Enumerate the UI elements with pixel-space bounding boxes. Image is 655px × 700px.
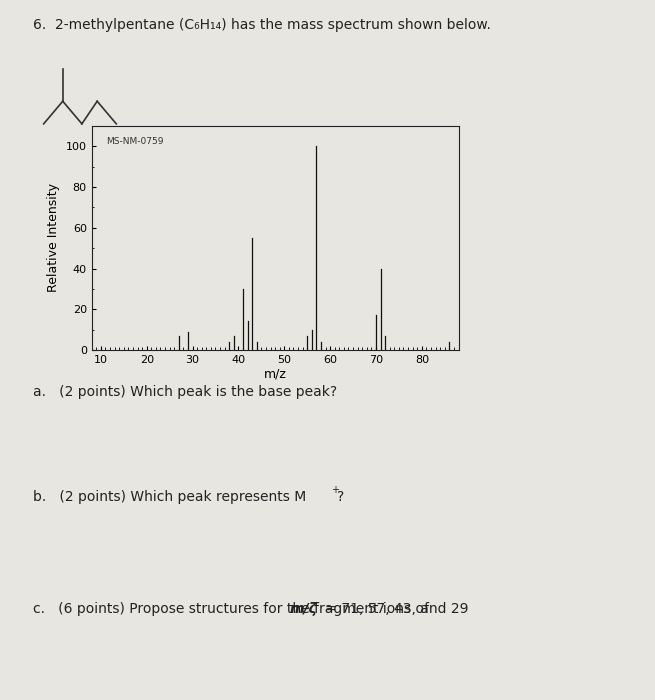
Text: a.   (2 points) Which peak is the base peak?: a. (2 points) Which peak is the base pea… <box>33 385 337 399</box>
Text: = 71, 57, 43, and 29: = 71, 57, 43, and 29 <box>321 602 468 616</box>
Text: c.   (6 points) Propose structures for the fragment ions of: c. (6 points) Propose structures for the… <box>33 602 433 616</box>
Text: +: + <box>331 485 339 495</box>
Text: b.   (2 points) Which peak represents M: b. (2 points) Which peak represents M <box>33 490 306 504</box>
X-axis label: m/z: m/z <box>264 368 286 381</box>
Text: MS-NM-0759: MS-NM-0759 <box>106 137 164 146</box>
Text: 6.  2-methylpentane (C₆H₁₄) has the mass spectrum shown below.: 6. 2-methylpentane (C₆H₁₄) has the mass … <box>33 18 491 32</box>
Text: ?: ? <box>337 490 345 504</box>
Y-axis label: Relative Intensity: Relative Intensity <box>47 183 60 293</box>
Text: m/ζ: m/ζ <box>290 602 318 616</box>
